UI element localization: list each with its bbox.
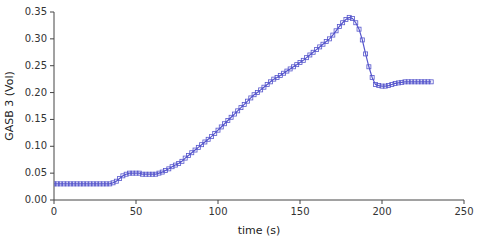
point bbox=[370, 76, 374, 80]
x-tick bbox=[218, 200, 219, 204]
point bbox=[367, 65, 371, 69]
y-tick-label: 0.35 bbox=[25, 6, 47, 17]
point bbox=[364, 52, 368, 56]
y-tick bbox=[50, 146, 54, 147]
x-tick-label: 100 bbox=[208, 206, 227, 217]
x-tick-label: 200 bbox=[372, 206, 391, 217]
point bbox=[360, 38, 364, 42]
y-tick-label: 0.30 bbox=[25, 33, 47, 44]
y-tick bbox=[50, 65, 54, 66]
chart: 0.00 0.05 0.10 0.15 0.20 0.25 0.30 0.35 0 50 100 15… bbox=[0, 0, 480, 240]
point bbox=[331, 33, 335, 37]
point bbox=[350, 16, 354, 20]
x-tick-label: 250 bbox=[454, 206, 473, 217]
y-tick-label: 0.15 bbox=[25, 113, 47, 124]
y-tick bbox=[50, 38, 54, 39]
y-tick-label: 0.00 bbox=[25, 194, 47, 205]
y-tick bbox=[50, 92, 54, 93]
y-axis-title: GASB 3 (Vol) bbox=[3, 71, 16, 141]
point bbox=[357, 27, 361, 31]
x-tick bbox=[464, 200, 465, 204]
x-tick-label: 50 bbox=[130, 206, 143, 217]
point bbox=[429, 80, 433, 84]
y-tick bbox=[50, 173, 54, 174]
y-tick bbox=[50, 119, 54, 120]
y-tick-label: 0.20 bbox=[25, 87, 47, 98]
x-axis-title: time (s) bbox=[238, 224, 281, 237]
x-tick-label: 0 bbox=[51, 206, 57, 217]
y-tick bbox=[50, 12, 54, 13]
x-tick bbox=[54, 200, 55, 204]
y-tick-label: 0.10 bbox=[25, 140, 47, 151]
x-tick bbox=[136, 200, 137, 204]
x-tick bbox=[382, 200, 383, 204]
point bbox=[334, 29, 338, 33]
y-tick-label: 0.25 bbox=[25, 60, 47, 71]
y-tick-label: 0.05 bbox=[25, 167, 47, 178]
y-axis bbox=[54, 12, 55, 200]
y-tick bbox=[50, 200, 54, 201]
x-tick bbox=[300, 200, 301, 204]
line bbox=[54, 17, 431, 184]
point bbox=[354, 21, 358, 25]
x-axis bbox=[54, 200, 464, 201]
x-tick-label: 150 bbox=[290, 206, 309, 217]
plot-area bbox=[54, 15, 433, 186]
